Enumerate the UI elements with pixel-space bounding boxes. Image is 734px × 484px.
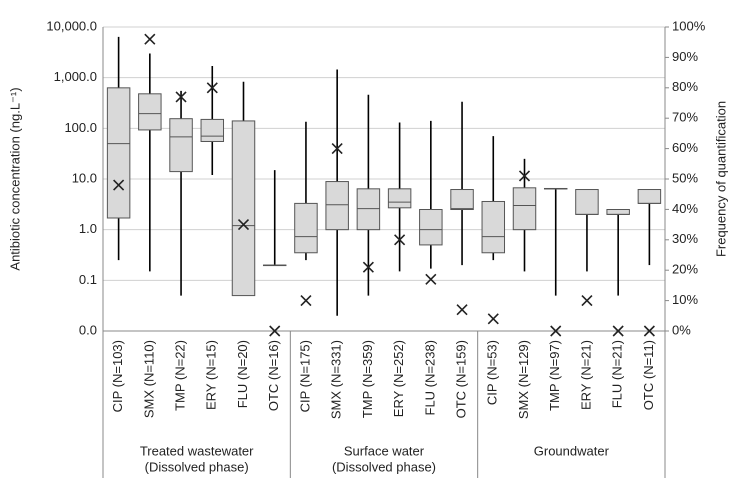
box <box>637 189 662 204</box>
frequency-marker <box>113 179 125 191</box>
frequency-marker <box>456 304 468 316</box>
y2-tick-label: 50% <box>672 170 698 185</box>
x-tick-label: OTC (N=16) <box>266 340 281 411</box>
x-tick-label: SMX (N=331) <box>329 340 344 419</box>
x-tick-label: CIP (N=103) <box>110 340 125 412</box>
box <box>575 189 599 215</box>
x-tick-label: ERY (N=15) <box>204 340 219 410</box>
y2-tick-label: 60% <box>672 140 698 155</box>
box <box>231 120 256 297</box>
y2-tick-label: 70% <box>672 110 698 125</box>
box <box>387 188 412 209</box>
y-axis-title: Antibiotic concentration (ng.L⁻¹) <box>7 87 22 270</box>
y-tick-label: 10,000.0 <box>46 18 97 33</box>
box <box>200 118 225 142</box>
frequency-marker <box>331 143 343 155</box>
x-tick-label: FLU (N=20) <box>235 340 250 408</box>
box <box>169 118 193 173</box>
box <box>106 87 131 219</box>
x-tick-label: TMP (N=97) <box>547 340 562 411</box>
x-tick-label: CIP (N=175) <box>297 340 312 412</box>
box <box>512 187 537 231</box>
box <box>294 202 318 254</box>
x-tick-label: FLU (N=21) <box>610 340 625 408</box>
frequency-marker <box>300 295 312 307</box>
frequency-marker <box>518 170 531 182</box>
y2-tick-label: 20% <box>672 262 698 277</box>
frequency-marker <box>206 82 218 94</box>
frequency-marker <box>394 234 406 246</box>
x-tick-label: SMX (N=110) <box>141 340 156 418</box>
frequency-marker <box>550 325 562 337</box>
x-tick-label: CIP (N=53) <box>485 340 500 405</box>
y-tick-label: 10.0 <box>72 170 97 185</box>
group-label: Surface water <box>344 443 425 458</box>
x-tick-label: TMP (N=359) <box>360 340 375 418</box>
group-label: (Dissolved phase) <box>145 459 249 474</box>
frequency-marker <box>175 91 187 103</box>
y2-tick-label: 0% <box>672 322 691 337</box>
frequency-marker <box>237 219 250 231</box>
frequency-marker <box>144 33 156 45</box>
y2-tick-label: 10% <box>672 292 698 307</box>
y-tick-label: 1,000.0 <box>54 69 97 84</box>
y2-tick-label: 100% <box>672 18 706 33</box>
box <box>606 209 630 215</box>
y-tick-label: 1.0 <box>79 221 97 236</box>
y2-tick-label: 90% <box>672 49 698 64</box>
box <box>450 189 474 211</box>
x-tick-label: OTC (N=159) <box>453 340 468 418</box>
x-tick-label: SMX (N=129) <box>516 340 531 419</box>
group-label: (Dissolved phase) <box>332 459 436 474</box>
box <box>481 200 506 254</box>
group-label: Treated wastewater <box>140 443 254 458</box>
frequency-marker <box>643 325 655 337</box>
y2-axis-title: Frequency of quantification <box>713 101 728 257</box>
frequency-marker <box>362 261 374 273</box>
frequency-marker <box>487 313 499 325</box>
box <box>356 188 381 231</box>
y-tick-label: 0.0 <box>79 322 97 337</box>
frequency-marker <box>425 273 437 285</box>
box <box>325 181 349 231</box>
x-tick-label: ERY (N=21) <box>578 340 593 410</box>
y-tick-label: 0.1 <box>79 272 97 287</box>
frequency-marker <box>269 325 281 337</box>
frequency-marker <box>581 295 593 307</box>
group-label: Groundwater <box>534 443 610 458</box>
y2-tick-label: 40% <box>672 201 698 216</box>
y-tick-label: 100.0 <box>64 120 97 135</box>
y2-tick-label: 30% <box>672 231 698 246</box>
x-tick-label: TMP (N=22) <box>172 340 187 411</box>
x-tick-label: ERY (N=252) <box>391 340 406 417</box>
box <box>419 209 443 246</box>
y2-tick-label: 80% <box>672 79 698 94</box>
x-tick-label: OTC (N=11) <box>641 340 656 410</box>
box <box>138 93 162 131</box>
x-tick-label: FLU (N=238) <box>422 340 437 416</box>
frequency-marker <box>612 325 624 337</box>
